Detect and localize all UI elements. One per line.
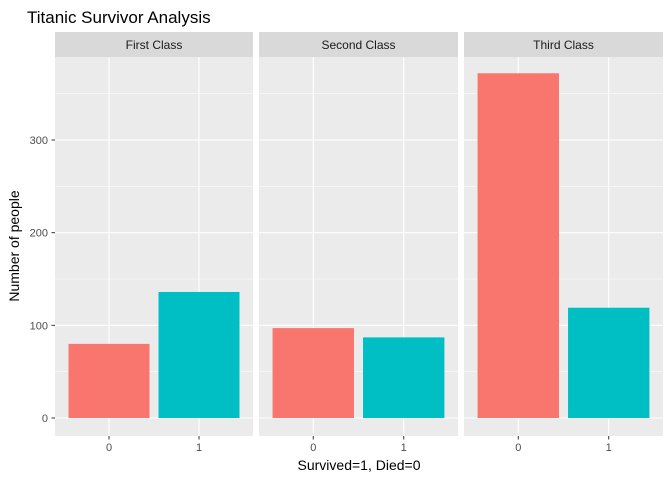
bar-second-class-0 (272, 328, 354, 418)
chart-title: Titanic Survivor Analysis (27, 8, 211, 27)
y-axis-tick-labels: 0 100 200 300 (30, 135, 55, 425)
y-axis-title: Number of people (6, 190, 22, 302)
bar-first-class-0 (68, 343, 150, 418)
facet-strip-label: Second Class (321, 38, 395, 52)
facet-strip-label: Third Class (533, 38, 594, 52)
bar-second-class-1 (363, 337, 445, 418)
facet-panels: First Class 0 1 Second Class 0 1 Third Class 0 1 (55, 32, 663, 454)
x-tick-label: 1 (606, 442, 612, 454)
y-tick-label: 0 (42, 413, 48, 425)
y-tick-label: 300 (30, 135, 48, 147)
facet-third-class: Third Class 0 1 (464, 32, 663, 454)
facet-strip (55, 32, 253, 57)
x-tick-label: 0 (106, 442, 112, 454)
bar-first-class-1 (158, 291, 240, 418)
facet-strip-label: First Class (126, 38, 183, 52)
x-tick-label: 1 (196, 442, 202, 454)
x-tick-label: 0 (515, 442, 521, 454)
facet-second-class: Second Class 0 1 (259, 32, 458, 454)
x-axis-title: Survived=1, Died=0 (298, 457, 421, 473)
bar-third-class-1 (568, 307, 650, 418)
facet-strip (259, 32, 458, 57)
x-tick-label: 1 (401, 442, 407, 454)
x-tick-label: 0 (310, 442, 316, 454)
facet-first-class: First Class 0 1 (55, 32, 253, 454)
y-tick-label: 200 (30, 228, 48, 240)
facet-strip (464, 32, 663, 57)
y-tick-label: 100 (30, 320, 48, 332)
bar-third-class-0 (477, 73, 559, 418)
